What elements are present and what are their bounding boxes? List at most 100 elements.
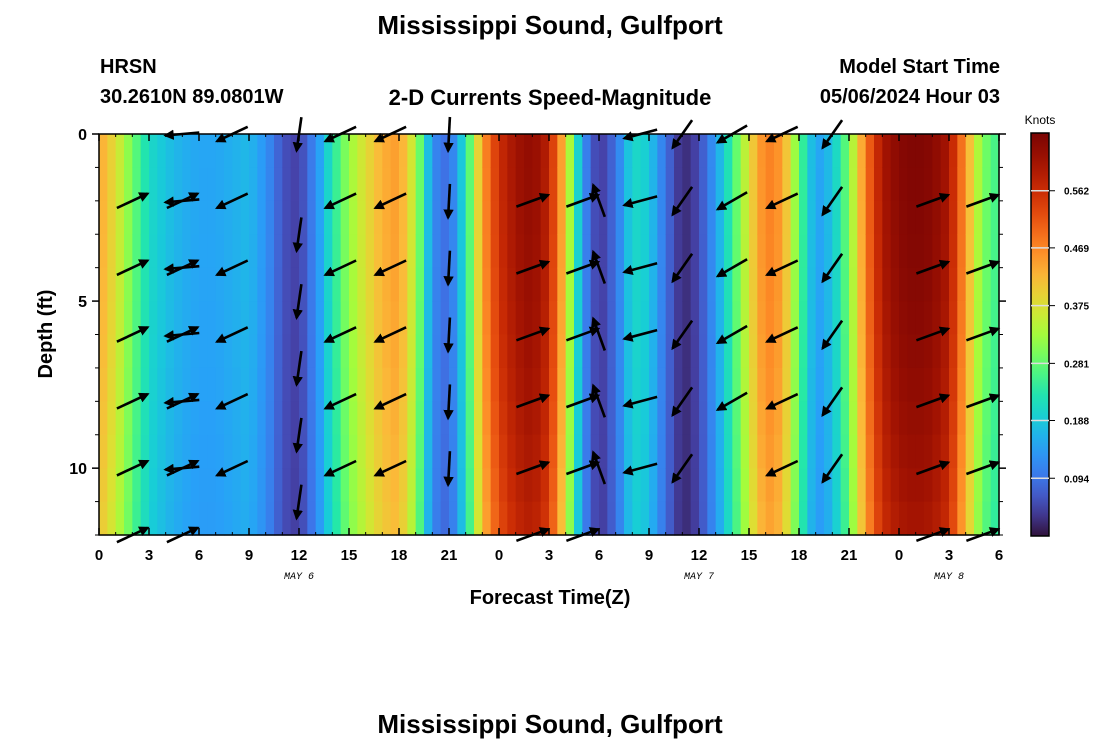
heatmap-cell bbox=[757, 167, 767, 202]
heatmap-cell bbox=[565, 234, 575, 269]
heatmap-cell bbox=[399, 501, 408, 536]
heatmap-cell bbox=[815, 267, 825, 302]
heatmap-cell bbox=[565, 367, 575, 402]
heatmap-cell bbox=[632, 401, 642, 436]
heatmap-cell bbox=[265, 267, 275, 302]
heatmap-cell bbox=[982, 334, 992, 369]
heatmap-cell bbox=[990, 401, 1000, 436]
heatmap-cell bbox=[465, 267, 475, 302]
heatmap-cell bbox=[349, 334, 358, 369]
heatmap-cell bbox=[540, 434, 550, 469]
heatmap-cell bbox=[274, 134, 283, 169]
heatmap-cell bbox=[190, 167, 200, 202]
heatmap-cell bbox=[174, 134, 183, 169]
heatmap-cell bbox=[965, 501, 975, 536]
heatmap-cell bbox=[715, 134, 725, 169]
heatmap-cell bbox=[857, 468, 867, 503]
heatmap-cell bbox=[807, 434, 817, 469]
heatmap-cell bbox=[382, 200, 392, 235]
current-vector bbox=[116, 192, 150, 210]
heatmap-cell bbox=[740, 234, 750, 269]
y-tick-label: 5 bbox=[78, 294, 87, 311]
heatmap-cell bbox=[682, 468, 692, 503]
heatmap-cell bbox=[257, 401, 267, 436]
heatmap-cell bbox=[215, 167, 225, 202]
heatmap-cell bbox=[207, 334, 217, 369]
heatmap-cell bbox=[365, 401, 375, 436]
heatmap-cell bbox=[482, 234, 492, 269]
heatmap-cell bbox=[932, 501, 942, 536]
heatmap-cell bbox=[507, 234, 517, 269]
heatmap-cell bbox=[124, 267, 133, 302]
heatmap-cell bbox=[890, 401, 900, 436]
heatmap-cell bbox=[365, 200, 375, 235]
heatmap-cell bbox=[132, 434, 142, 469]
heatmap-cell bbox=[549, 167, 558, 202]
heatmap-cell bbox=[857, 167, 867, 202]
heatmap-cell bbox=[790, 267, 800, 302]
heatmap-cell bbox=[707, 200, 717, 235]
heatmap-cell bbox=[865, 468, 875, 503]
heatmap-cell bbox=[315, 334, 325, 369]
heatmap-cell bbox=[240, 134, 250, 169]
heatmap-cell bbox=[757, 434, 767, 469]
heatmap-cell bbox=[190, 501, 200, 536]
heatmap-cell bbox=[299, 301, 308, 336]
heatmap-cell bbox=[390, 501, 400, 536]
x-tick-label: 3 bbox=[945, 547, 953, 564]
heatmap-cell bbox=[632, 334, 642, 369]
heatmap-cell bbox=[415, 434, 425, 469]
heatmap-cell bbox=[174, 301, 183, 336]
heatmap-cell bbox=[774, 501, 783, 536]
heatmap-cell bbox=[474, 367, 483, 402]
heatmap-cell bbox=[324, 234, 333, 269]
heatmap-cell bbox=[449, 468, 458, 503]
heatmap-cell bbox=[157, 301, 167, 336]
heatmap-cell bbox=[307, 234, 317, 269]
heatmap-cell bbox=[740, 301, 750, 336]
heatmap-cell bbox=[990, 367, 1000, 402]
heatmap-cell bbox=[874, 167, 883, 202]
heatmap-cell bbox=[157, 468, 167, 503]
heatmap-cell bbox=[207, 434, 217, 469]
heatmap-cell bbox=[865, 200, 875, 235]
heatmap-cell bbox=[857, 267, 867, 302]
heatmap-cell bbox=[382, 501, 392, 536]
heatmap-cell bbox=[724, 301, 733, 336]
heatmap-cell bbox=[107, 334, 117, 369]
heatmap-cell bbox=[315, 234, 325, 269]
chart-title: Mississippi Sound, Gulfport bbox=[377, 10, 723, 40]
heatmap-cell bbox=[799, 434, 808, 469]
heatmap-cell bbox=[782, 501, 792, 536]
heatmap-cell bbox=[674, 434, 683, 469]
heatmap-cell bbox=[224, 234, 233, 269]
heatmap-cell bbox=[949, 134, 958, 169]
heatmap-cell bbox=[982, 134, 992, 169]
heatmap-cell bbox=[974, 200, 983, 235]
heatmap-cell bbox=[415, 134, 425, 169]
heatmap-cell bbox=[265, 334, 275, 369]
heatmap-cell bbox=[524, 468, 533, 503]
heatmap-cell bbox=[299, 401, 308, 436]
heatmap-cell bbox=[140, 200, 150, 235]
heatmap-cell bbox=[865, 367, 875, 402]
heatmap-cell bbox=[374, 468, 383, 503]
heatmap-cell bbox=[157, 401, 167, 436]
heatmap-cell bbox=[974, 501, 983, 536]
x-tick-label: 12 bbox=[291, 547, 308, 564]
heatmap-cell bbox=[265, 234, 275, 269]
heatmap-cell bbox=[474, 301, 483, 336]
heatmap-cell bbox=[899, 134, 908, 169]
heatmap-cell bbox=[390, 134, 400, 169]
heatmap-cell bbox=[374, 301, 383, 336]
heatmap-cell bbox=[382, 434, 392, 469]
current-vector bbox=[821, 386, 844, 418]
heatmap-cell bbox=[432, 200, 442, 235]
current-vector bbox=[443, 250, 454, 287]
heatmap-cell bbox=[390, 267, 400, 302]
heatmap-cell bbox=[840, 367, 850, 402]
heatmap-cell bbox=[790, 134, 800, 169]
heatmap-cell bbox=[832, 468, 842, 503]
heatmap-cell bbox=[599, 434, 608, 469]
heatmap-cell bbox=[707, 267, 717, 302]
